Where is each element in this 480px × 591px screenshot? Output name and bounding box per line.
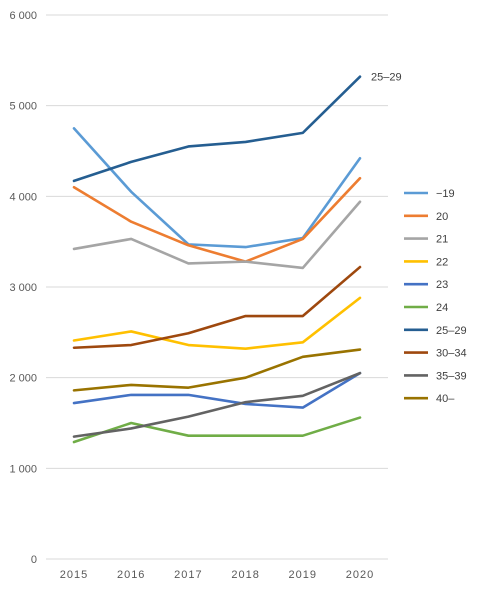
- legend-label: 30–34: [436, 348, 467, 360]
- y-axis-tick-labels: 0 1 000 2 000 3 000 4 000 5 000 6 000: [9, 10, 37, 566]
- x-tick-label: 2017: [174, 569, 202, 581]
- series-annotation: 25–29: [371, 72, 402, 84]
- series-line: [72, 371, 362, 438]
- legend: −19 20 21 22 23 24 25–29 30–34 35–39 40–: [404, 188, 467, 405]
- y-tick-label: 0: [31, 554, 37, 566]
- series-line: [72, 127, 362, 249]
- legend-label: 40–: [436, 393, 455, 405]
- y-tick-label: 5 000: [9, 101, 37, 113]
- series-lines: [72, 75, 362, 444]
- x-tick-label: 2019: [289, 569, 317, 581]
- legend-label: 23: [436, 279, 448, 291]
- series-line: [72, 176, 362, 263]
- legend-label: −19: [436, 188, 455, 200]
- x-tick-label: 2015: [60, 569, 88, 581]
- series-line: [72, 265, 362, 350]
- gridlines: [46, 14, 388, 560]
- y-tick-label: 6 000: [9, 10, 37, 22]
- y-tick-label: 3 000: [9, 282, 37, 294]
- legend-label: 20: [436, 211, 448, 223]
- y-tick-label: 1 000: [9, 463, 37, 475]
- legend-label: 22: [436, 256, 448, 268]
- legend-label: 21: [436, 234, 448, 246]
- legend-label: 24: [436, 302, 448, 314]
- series-line: [72, 296, 362, 350]
- annotations: 25–29: [371, 72, 402, 84]
- series-line: [72, 416, 362, 444]
- legend-label: 35–39: [436, 370, 467, 382]
- series-line: [72, 75, 362, 183]
- y-tick-label: 4 000: [9, 191, 37, 203]
- x-axis-tick-labels: 2015 2016 2017 2018 2019 2020: [60, 569, 374, 581]
- series-line: [72, 200, 362, 270]
- legend-label: 25–29: [436, 325, 467, 337]
- series-line: [72, 348, 362, 392]
- x-tick-label: 2016: [117, 569, 145, 581]
- y-tick-label: 2 000: [9, 373, 37, 385]
- x-tick-label: 2020: [346, 569, 374, 581]
- series-line: [72, 371, 362, 409]
- x-tick-label: 2018: [231, 569, 259, 581]
